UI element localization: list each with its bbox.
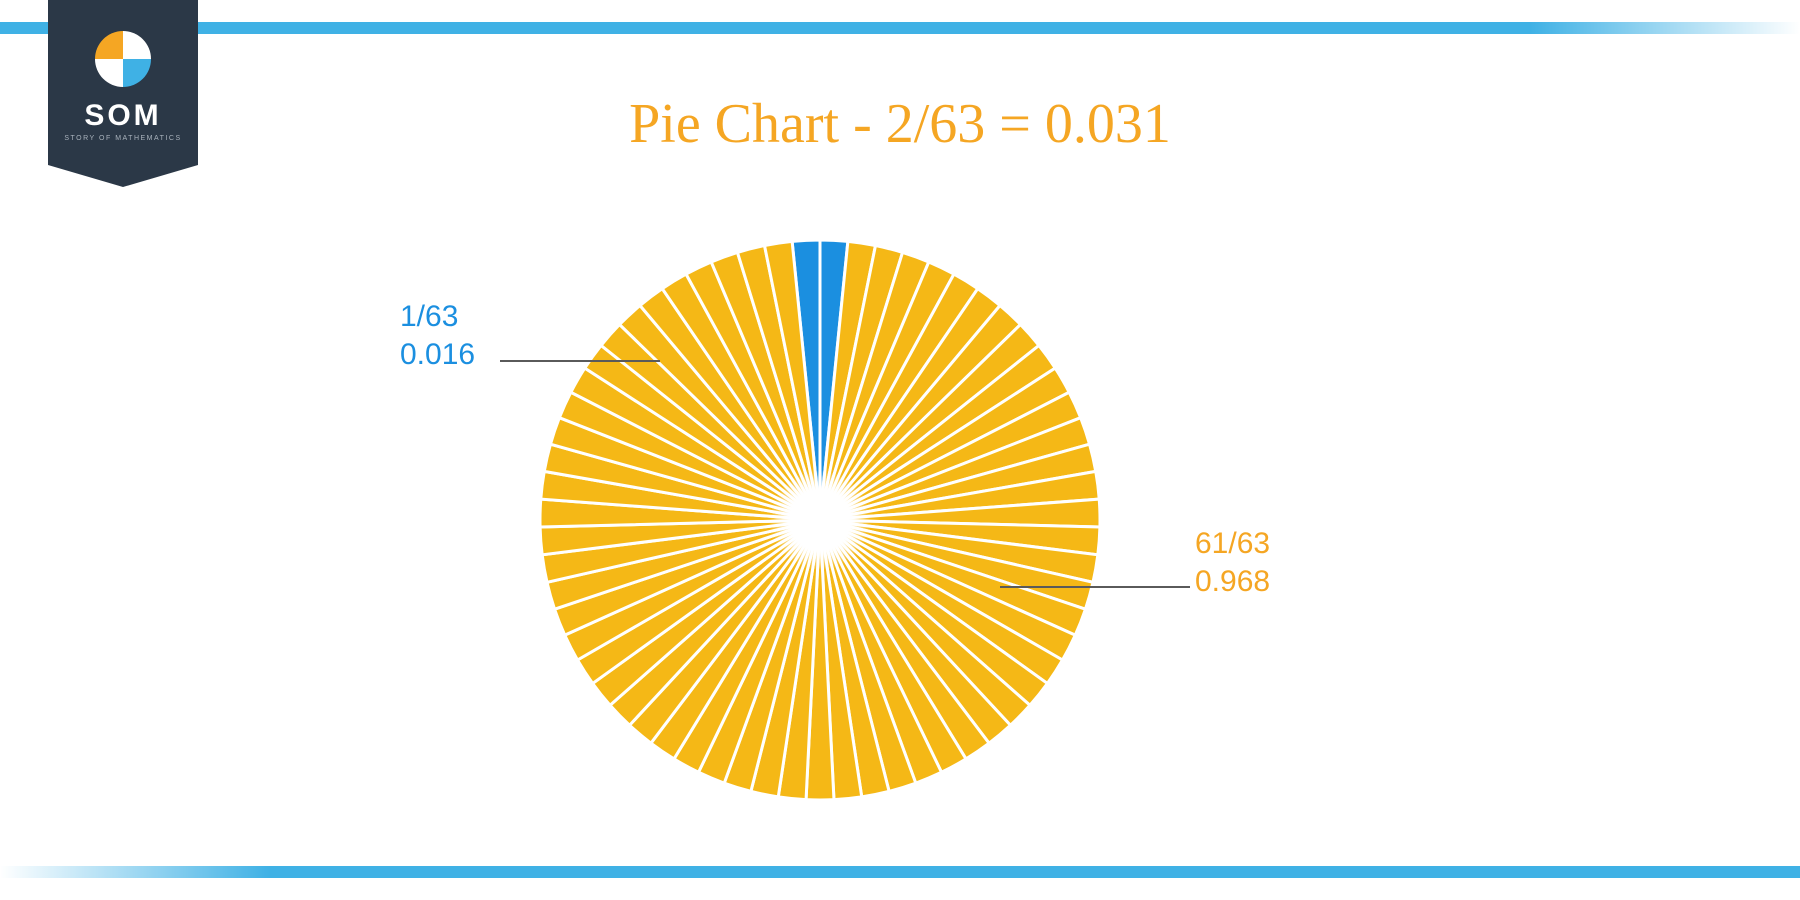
callout-fraction: 61/63 (1195, 525, 1270, 563)
chart-title: Pie Chart - 2/63 = 0.031 (0, 92, 1800, 156)
callout-fraction: 1/63 (400, 298, 475, 336)
callout-leader-1 (1000, 586, 1190, 588)
top-accent-bar (0, 22, 1800, 34)
callout-decimal: 0.968 (1195, 563, 1270, 601)
callout-1: 61/630.968 (1195, 525, 1270, 600)
callout-leader-0 (500, 360, 660, 362)
callout-0: 1/630.016 (400, 298, 475, 373)
pie-center-glow (770, 470, 870, 570)
pie-chart (540, 240, 1100, 800)
logo-icon (95, 31, 151, 87)
callout-decimal: 0.016 (400, 336, 475, 374)
bottom-accent-bar (0, 866, 1800, 878)
